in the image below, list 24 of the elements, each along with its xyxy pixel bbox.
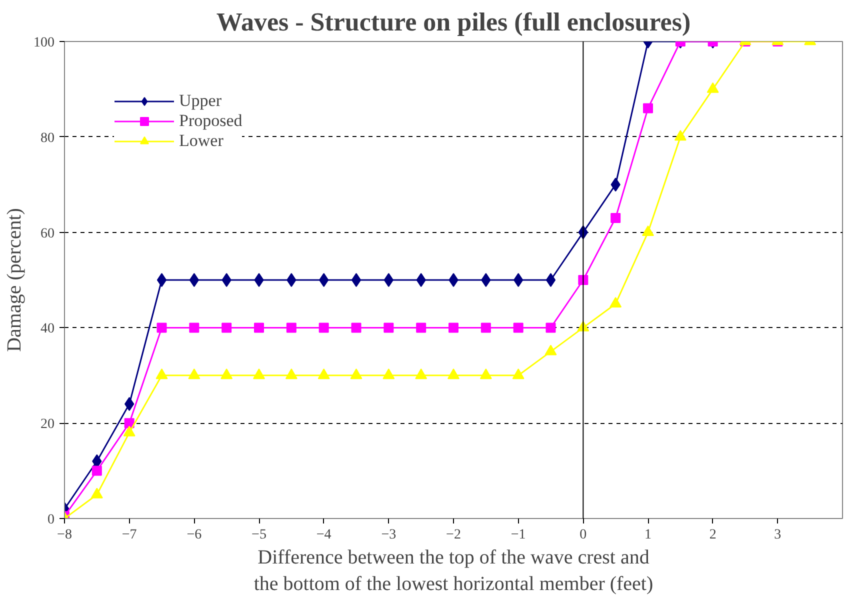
y-axis-title: Damage (percent) [4, 208, 26, 352]
x-tick-label: 0 [580, 528, 587, 542]
x-tick-label: −3 [381, 528, 396, 542]
legend-label: Upper [179, 91, 222, 111]
x-tick-label: −7 [122, 528, 137, 542]
y-tick-label: 40 [40, 322, 54, 337]
x-tick-label: −2 [446, 528, 461, 542]
chart-title: Waves - Structure on piles (full enclosures) [216, 8, 691, 36]
x-tick-label: 2 [709, 528, 716, 542]
x-tick-label: −6 [186, 528, 202, 542]
y-tick-label: 20 [40, 417, 54, 432]
legend-label: Lower [179, 131, 224, 151]
x-tick-label: 3 [774, 528, 782, 542]
x-tick-label: −1 [510, 528, 526, 542]
y-tick-label: 100 [34, 36, 54, 50]
legend-label: Proposed [179, 111, 242, 131]
x-tick-label: −5 [252, 528, 266, 542]
y-tick-label: 80 [40, 130, 54, 146]
x-tick-label: −8 [57, 528, 72, 542]
x-tick-label: 1 [644, 528, 652, 542]
x-tick-label: −4 [316, 528, 332, 542]
x-axis-title: Difference between the top of the wave crest and the bottom of the lowest horizontal member (feet) [254, 546, 654, 595]
y-tick-label: 60 [40, 226, 54, 242]
y-tick-label: 0 [48, 512, 54, 528]
